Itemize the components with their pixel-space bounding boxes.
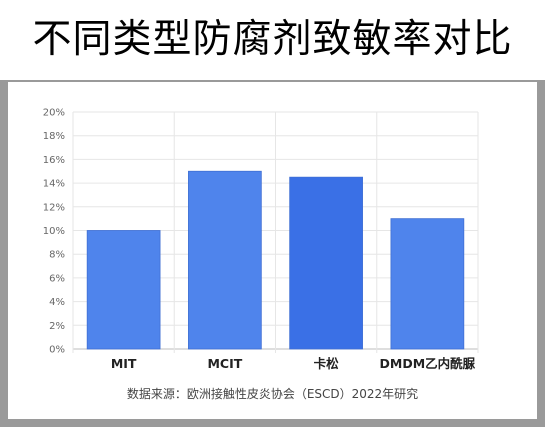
title-bar: 不同类型防腐剂致敏率对比 bbox=[0, 0, 545, 80]
y-tick-label: 6% bbox=[49, 273, 65, 284]
y-tick-label: 14% bbox=[43, 179, 65, 190]
y-tick-label: 10% bbox=[43, 226, 65, 237]
bars bbox=[86, 170, 465, 350]
y-axis-ticks: 0% 2% 4% 6% 8% 10% 12% 14% 16% 18% 20% bbox=[43, 108, 65, 356]
bar-1 bbox=[188, 170, 262, 350]
x-category-label: DMDM乙内酰脲 bbox=[380, 356, 476, 371]
bar-0 bbox=[86, 230, 161, 350]
y-tick-label: 4% bbox=[49, 297, 65, 308]
y-tick-label: 20% bbox=[43, 108, 65, 119]
y-tick-label: 12% bbox=[43, 202, 65, 213]
y-tick-label: 18% bbox=[43, 131, 65, 142]
page-title: 不同类型防腐剂致敏率对比 bbox=[32, 17, 513, 62]
bar-3 bbox=[390, 218, 465, 350]
x-category-label: MIT bbox=[111, 356, 137, 371]
y-tick-label: 0% bbox=[49, 345, 65, 356]
y-tick-label: 2% bbox=[49, 321, 65, 332]
source-note: 数据来源：欧洲接触性皮炎协会（ESCD）2022年研究 bbox=[126, 387, 419, 401]
bar-chart: 0% 2% 4% 6% 8% 10% 12% 14% 16% 18% 20% MIT MCIT 卡松 DM… bbox=[43, 108, 479, 371]
x-axis-categories: MIT MCIT 卡松 DMDM乙内酰脲 bbox=[111, 356, 476, 371]
x-category-label: 卡松 bbox=[314, 356, 340, 371]
chart-panel: 0% 2% 4% 6% 8% 10% 12% 14% 16% 18% 20% MIT MCIT 卡松 DM… bbox=[8, 82, 537, 419]
y-tick-label: 8% bbox=[49, 250, 65, 261]
y-tick-label: 16% bbox=[43, 155, 65, 166]
bar-2 bbox=[289, 176, 363, 350]
x-category-label: MCIT bbox=[207, 356, 242, 371]
